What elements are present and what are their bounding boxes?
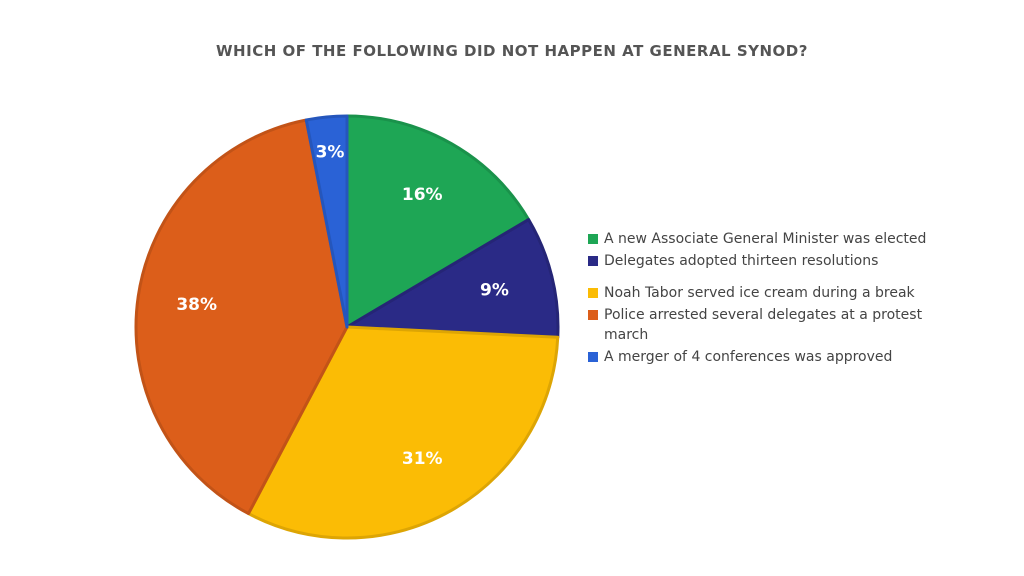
chart-title: WHICH OF THE FOLLOWING DID NOT HAPPEN AT… [216, 42, 808, 60]
legend-item: Delegates adopted thirteen resolutions [588, 251, 928, 271]
legend-swatch [588, 234, 598, 244]
legend-label: Police arrested several delegates at a p… [604, 307, 923, 343]
pie-slice [246, 325, 560, 540]
legend-swatch [588, 288, 598, 298]
slice-value-label: 3% [316, 143, 345, 163]
legend-swatch [588, 352, 598, 362]
legend-swatch [588, 310, 598, 320]
slice-value-label: 16% [402, 185, 443, 205]
slice-value-label: 9% [480, 280, 509, 300]
legend-item: A merger of 4 conferences was approved [588, 347, 928, 367]
pie-slice [345, 114, 531, 329]
legend-item: A new Associate General Minister was ele… [588, 229, 928, 249]
slice-value-label: 31% [402, 449, 443, 469]
pie-slice [304, 114, 349, 329]
pie-slice [134, 118, 349, 516]
legend-item: Police arrested several delegates at a p… [588, 305, 928, 345]
legend-swatch [588, 256, 598, 266]
legend-item: Noah Tabor served ice cream during a bre… [588, 283, 928, 303]
chart-legend: A new Associate General Minister was ele… [588, 229, 928, 367]
slice-value-label: 38% [176, 295, 217, 315]
legend-label: Noah Tabor served ice cream during a bre… [604, 285, 915, 301]
legend-label: Delegates adopted thirteen resolutions [604, 253, 879, 269]
legend-label: A merger of 4 conferences was approved [604, 349, 893, 365]
pie-slice [345, 218, 560, 339]
legend-label: A new Associate General Minister was ele… [604, 231, 927, 247]
